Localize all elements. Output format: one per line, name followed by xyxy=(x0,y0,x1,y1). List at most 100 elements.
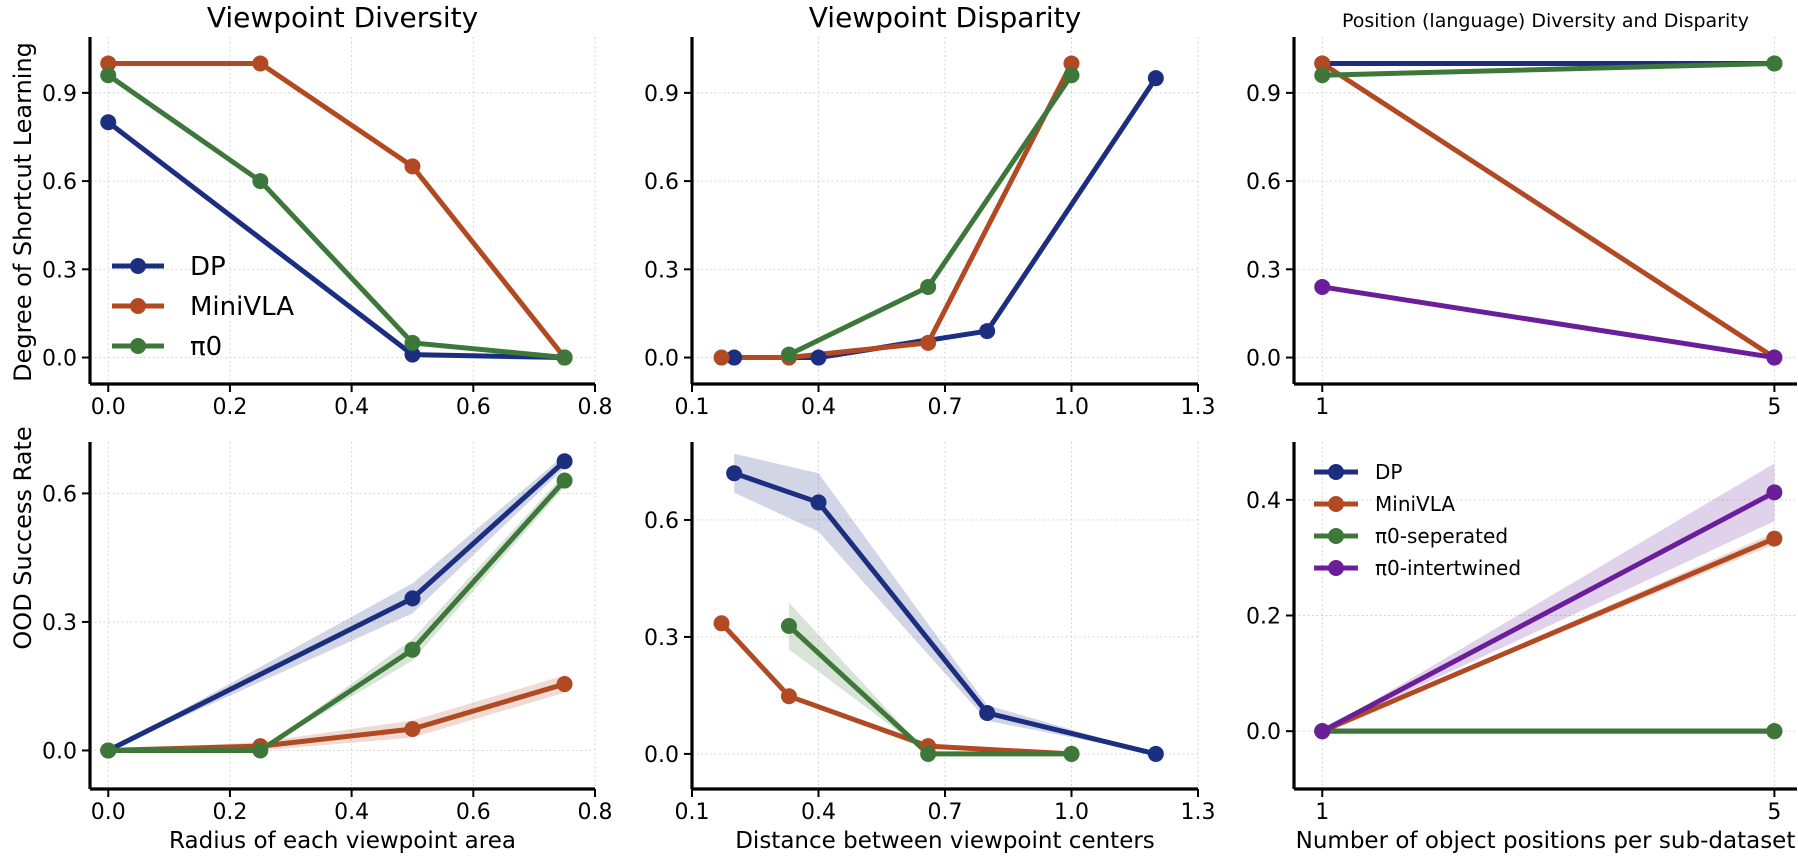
point-pi0-intertwined xyxy=(1314,278,1331,295)
chart-title: Viewpoint Diversity xyxy=(207,1,478,34)
point-dp xyxy=(100,114,117,131)
band-minivla xyxy=(1322,532,1775,732)
point-pi0 xyxy=(556,349,573,366)
y-tick-label: 0.9 xyxy=(644,82,679,107)
point-dp xyxy=(1147,70,1164,87)
series-line-minivla xyxy=(719,60,1074,361)
point-pi0-seperated xyxy=(1314,67,1331,84)
chart-p1: 0.0 0.2 0.4 0.6 0.8 0.0 0.3 0.6 0.9 Viewpoint Div… xyxy=(42,1,613,420)
x-tick-label: 0.0 xyxy=(91,800,126,825)
x-tick-label: 0.7 xyxy=(928,395,963,420)
point-minivla xyxy=(713,349,730,366)
y-tick-label: 0.2 xyxy=(1246,605,1281,630)
row-label-bottom: OOD Success Rate xyxy=(9,426,37,649)
series-line-pi0 xyxy=(105,72,568,361)
legend-marker-minivla xyxy=(130,298,146,314)
x-tick-label: 0.4 xyxy=(334,800,369,825)
series-line-pi0 xyxy=(105,478,568,753)
band-pi0 xyxy=(108,474,565,751)
legend-marker-pi0-intertwined xyxy=(1328,560,1344,576)
legend-label-minivla: MiniVLA xyxy=(190,292,294,322)
legend-marker-dp xyxy=(1328,464,1344,480)
point-pi0-intertwined xyxy=(1766,349,1783,366)
x-tick-label: 0.4 xyxy=(801,800,836,825)
x-tick-label: 0.4 xyxy=(801,395,836,420)
x-tick-label: 1 xyxy=(1315,395,1329,420)
point-pi0 xyxy=(920,278,937,295)
point-pi0 xyxy=(252,173,269,190)
x-tick-label: 1.0 xyxy=(1054,395,1089,420)
point-dp xyxy=(404,346,421,363)
y-tick-label: 0.3 xyxy=(644,626,679,651)
legend-marker-dp xyxy=(130,258,146,274)
chart-title: Viewpoint Disparity xyxy=(809,1,1081,34)
band-pi0-intertwined xyxy=(1322,463,1775,732)
legend-marker-pi0 xyxy=(130,338,146,354)
series-line-minivla xyxy=(1319,536,1777,734)
y-tick-label: 0.3 xyxy=(644,258,679,283)
x-tick-label: 1 xyxy=(1315,800,1329,825)
point-minivla xyxy=(713,615,730,632)
y-tick-label: 0.6 xyxy=(42,482,77,507)
y-tick-label: 0.6 xyxy=(644,170,679,195)
point-pi0 xyxy=(100,742,117,759)
x-tick-label: 0.2 xyxy=(212,395,247,420)
point-pi0-seperated xyxy=(1766,723,1783,740)
point-minivla xyxy=(780,688,797,705)
point-pi0 xyxy=(100,67,117,84)
series-line-pi0-intertwined xyxy=(1319,489,1777,734)
x-tick-label: 0.0 xyxy=(91,395,126,420)
y-tick-label: 0.6 xyxy=(1246,170,1281,195)
point-minivla xyxy=(100,55,117,72)
series-line-pi0-intertwined xyxy=(1319,284,1777,361)
x-tick-label: 5 xyxy=(1767,395,1781,420)
series-line-minivla xyxy=(719,620,1074,757)
point-dp xyxy=(1147,745,1164,762)
y-tick-label: 0.6 xyxy=(644,509,679,534)
point-pi0 xyxy=(252,742,269,759)
x-axis-label: Radius of each viewpoint area xyxy=(169,828,516,854)
legend-marker-minivla xyxy=(1328,496,1344,512)
point-pi0 xyxy=(920,745,937,762)
y-tick-label: 0.0 xyxy=(1246,347,1281,372)
chart-p2: 0.1 0.4 0.7 1.0 1.3 0.0 0.3 0.6 0.9 Viewpoint Dis… xyxy=(644,1,1216,420)
y-tick-label: 0.4 xyxy=(1246,489,1281,514)
point-dp xyxy=(556,453,573,470)
x-tick-label: 0.7 xyxy=(928,800,963,825)
row-label-top: Degree of Shortcut Learning xyxy=(9,42,37,382)
chart-p6: 1 5 0.0 0.2 0.4 Number of object positions pe… xyxy=(1246,442,1797,854)
series-line-minivla xyxy=(1319,60,1777,361)
point-minivla xyxy=(404,721,421,738)
x-tick-label: 1.0 xyxy=(1054,800,1089,825)
series-line-dp xyxy=(105,119,568,361)
series-line-dp xyxy=(731,470,1159,757)
y-tick-label: 0.0 xyxy=(1246,720,1281,745)
x-tick-label: 0.6 xyxy=(456,800,491,825)
y-tick-label: 0.0 xyxy=(644,743,679,768)
y-tick-label: 0.3 xyxy=(42,258,77,283)
point-pi0-intertwined xyxy=(1314,723,1331,740)
legend-label-pi0-seperated: π0-seperated xyxy=(1375,524,1508,548)
x-axis-label: Number of object positions per sub-datas… xyxy=(1296,828,1796,854)
point-pi0 xyxy=(556,472,573,489)
point-pi0-intertwined xyxy=(1766,484,1783,501)
point-dp xyxy=(979,323,996,340)
x-tick-label: 1.3 xyxy=(1181,800,1216,825)
y-tick-label: 0.9 xyxy=(42,82,77,107)
point-minivla xyxy=(556,676,573,693)
point-dp xyxy=(810,494,827,511)
chart-title: Position (language) Diversity and Dispar… xyxy=(1342,10,1749,32)
point-dp xyxy=(404,590,421,607)
x-tick-label: 0.1 xyxy=(675,800,710,825)
legend-label-pi0: π0 xyxy=(190,332,222,362)
y-tick-label: 0.0 xyxy=(42,739,77,764)
x-tick-label: 5 xyxy=(1767,800,1781,825)
series-line-pi0-seperated xyxy=(1319,60,1777,78)
series-line-pi0 xyxy=(786,72,1074,358)
point-pi0 xyxy=(1063,745,1080,762)
point-pi0-seperated xyxy=(1766,55,1783,72)
point-pi0 xyxy=(404,641,421,658)
point-pi0 xyxy=(780,618,797,635)
y-tick-label: 0.6 xyxy=(42,170,77,195)
point-dp xyxy=(726,349,743,366)
